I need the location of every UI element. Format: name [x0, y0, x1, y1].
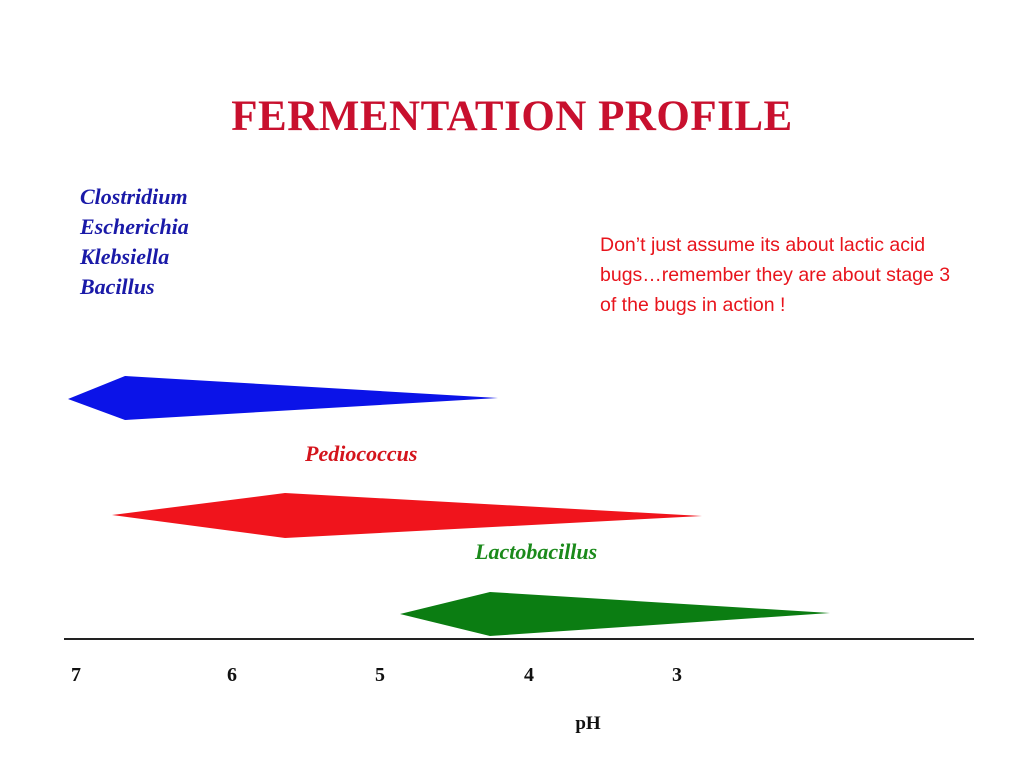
tick-label: 4: [524, 664, 534, 686]
label-pediococcus: Pediococcus: [305, 441, 418, 466]
note-text: Don’t just assume its about lactic acid …: [600, 234, 951, 316]
tick-label: 5: [375, 664, 385, 686]
axis-label: pH: [575, 713, 601, 734]
organism-klebsiella: Klebsiella: [80, 244, 170, 269]
organism-clostridium: Clostridium: [80, 184, 188, 209]
tick-label: 3: [672, 664, 682, 686]
green-range-arrow: [400, 592, 830, 636]
blue-range-arrow: [68, 376, 498, 420]
page-title: FERMENTATION PROFILE: [231, 93, 793, 140]
tick-label: 6: [227, 664, 237, 686]
organism-list: Clostridium Escherichia Klebsiella Bacil…: [80, 182, 189, 302]
red-range-arrow: [112, 493, 702, 538]
tick-label: 7: [71, 664, 81, 686]
label-lactobacillus: Lactobacillus: [475, 539, 598, 564]
organism-escherichia: Escherichia: [80, 214, 189, 239]
organism-bacillus: Bacillus: [80, 274, 155, 299]
